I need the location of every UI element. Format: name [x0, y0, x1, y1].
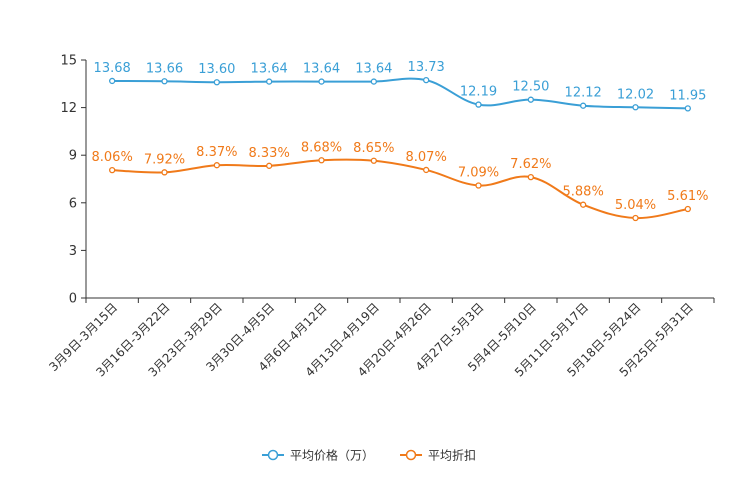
- data-label: 13.64: [251, 62, 288, 77]
- data-point[interactable]: [632, 104, 639, 111]
- data-label: 8.07%: [406, 150, 447, 165]
- data-point[interactable]: [370, 78, 377, 85]
- data-label: 5.04%: [615, 198, 656, 213]
- data-label: 12.12: [565, 86, 602, 101]
- legend-item-1[interactable]: 平均价格（万）: [262, 448, 374, 463]
- data-point[interactable]: [213, 162, 220, 169]
- data-point[interactable]: [109, 77, 116, 85]
- data-point[interactable]: [318, 157, 325, 164]
- series-2: 8.06% 7.92% 8.37% 8.33% 8.68% 8.65% 8.07% 7.09%…: [92, 140, 708, 222]
- data-point[interactable]: [266, 162, 273, 169]
- data-label: 8.06%: [92, 150, 133, 165]
- series-line: [112, 158, 689, 220]
- legend-label: 平均折扣: [428, 448, 476, 463]
- data-point[interactable]: [109, 166, 116, 174]
- y-tick-label: 15: [60, 54, 77, 69]
- data-point[interactable]: [161, 169, 168, 176]
- data-point[interactable]: [580, 102, 587, 109]
- data-label: 7.92%: [144, 152, 185, 167]
- data-label: 12.02: [617, 87, 654, 102]
- data-point[interactable]: [423, 166, 430, 174]
- series-line: [112, 77, 688, 110]
- data-label: 12.19: [460, 85, 497, 100]
- data-point[interactable]: [423, 77, 430, 84]
- legend-marker-icon: [405, 449, 417, 461]
- data-point[interactable]: [213, 79, 220, 86]
- data-label: 5.61%: [667, 189, 708, 204]
- data-label: 11.95: [669, 88, 706, 103]
- data-point[interactable]: [684, 105, 691, 112]
- data-point[interactable]: [475, 101, 482, 108]
- data-label: 13.60: [198, 62, 235, 77]
- data-label: 8.37%: [196, 145, 237, 160]
- data-label: 13.66: [146, 61, 183, 76]
- data-label: 12.50: [512, 80, 549, 95]
- legend-label: 平均价格（万）: [290, 448, 374, 463]
- data-point[interactable]: [580, 201, 587, 208]
- data-point[interactable]: [684, 205, 691, 213]
- data-label: 7.62%: [510, 157, 551, 172]
- data-label: 13.68: [94, 61, 131, 76]
- series-layer: 13.68 13.66 13.60 13.64 13.64 13.64 13.73 12.19…: [92, 60, 708, 222]
- data-point[interactable]: [475, 182, 482, 189]
- data-label: 7.09%: [458, 166, 499, 181]
- data-label: 8.68%: [301, 140, 342, 155]
- series-1: 13.68 13.66 13.60 13.64 13.64 13.64 13.73 12.19…: [94, 60, 706, 112]
- data-point[interactable]: [161, 78, 168, 85]
- data-point[interactable]: [266, 78, 273, 85]
- data-point[interactable]: [527, 96, 534, 103]
- data-label: 13.73: [408, 60, 445, 75]
- data-label: 8.65%: [353, 141, 394, 156]
- data-label: 13.64: [355, 62, 392, 77]
- y-tick-label: 0: [69, 292, 77, 307]
- data-point[interactable]: [318, 78, 325, 85]
- data-label: 8.33%: [249, 146, 290, 161]
- axes: 036912153月9日-3月15日3月16日-3月22日3月23日-3月29日…: [46, 54, 715, 380]
- data-label: 13.64: [303, 62, 340, 77]
- y-tick-label: 3: [69, 244, 77, 259]
- y-tick-label: 12: [60, 101, 77, 116]
- data-point[interactable]: [370, 157, 377, 164]
- legend-marker-icon: [267, 449, 279, 461]
- data-label: 5.88%: [563, 185, 604, 200]
- legend-item-2[interactable]: 平均折扣: [400, 448, 476, 463]
- data-point[interactable]: [632, 214, 639, 222]
- data-point[interactable]: [527, 173, 534, 181]
- y-tick-label: 6: [69, 196, 77, 211]
- y-tick-label: 9: [69, 149, 77, 164]
- legend[interactable]: 平均价格（万） 平均折扣: [262, 448, 476, 463]
